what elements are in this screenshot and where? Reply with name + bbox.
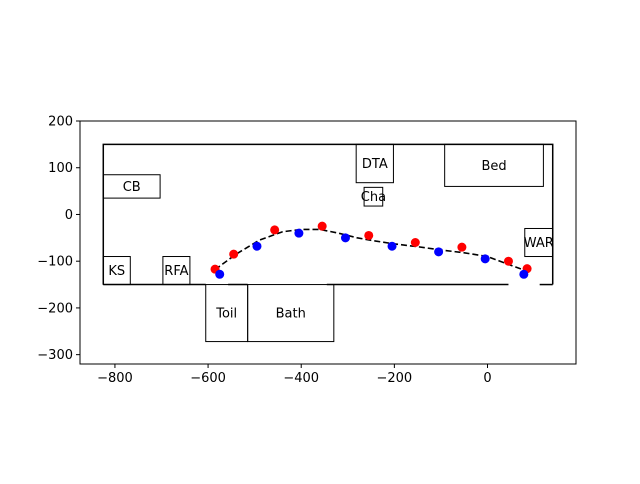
scatter-point — [434, 247, 444, 257]
room-label: CB — [123, 180, 141, 195]
room-box — [363, 186, 384, 207]
scatter-point — [340, 233, 350, 243]
scatter-point — [364, 230, 374, 240]
x-tick-label: −400 — [283, 371, 319, 386]
outline-boundary — [102, 143, 554, 285]
y-tick-label: −300 — [37, 348, 73, 363]
scatter-point — [519, 269, 529, 279]
scatter-point — [215, 269, 225, 279]
points-layer — [210, 221, 532, 279]
room-label: Bath — [276, 307, 306, 322]
room-label: Toil — [215, 307, 237, 322]
scatter-point — [410, 238, 420, 247]
scatter-point — [252, 241, 262, 251]
x-tick-label: 0 — [483, 371, 491, 386]
x-tick-label: −800 — [97, 371, 133, 386]
room-label: WAR — [524, 236, 554, 251]
x-tick-label: −200 — [377, 371, 413, 386]
y-tick-label: 0 — [65, 208, 73, 223]
y-tick-label: 100 — [48, 161, 73, 176]
scatter-point — [270, 225, 280, 235]
room-label: Cha — [361, 190, 386, 205]
path-curve — [214, 228, 528, 272]
room-box — [247, 284, 335, 343]
scatter-point — [480, 254, 490, 264]
scatter-point — [503, 256, 513, 266]
y-tick-label: −100 — [37, 255, 73, 270]
scatter-point — [294, 228, 304, 238]
scatter-point — [387, 241, 397, 251]
room-label: DTA — [362, 157, 388, 172]
y-tick-label: 200 — [48, 115, 73, 130]
scatter-point — [317, 221, 327, 231]
curve-layer — [214, 228, 528, 272]
room-layer: CB DTA Bed Cha WAR KS RFA Toil Bath — [102, 143, 554, 343]
axes-frame — [79, 120, 577, 365]
x-tick-label: −600 — [190, 371, 226, 386]
outline-layer — [102, 143, 554, 286]
scatter-point — [457, 242, 467, 252]
axes-layer: −800 −600 −400 −200 0 200 100 0 −100 −200 −300 — [37, 115, 577, 386]
room-label: Bed — [481, 159, 506, 174]
scatter-point — [229, 249, 239, 259]
room-label: RFA — [164, 264, 188, 279]
y-tick-label: −200 — [37, 301, 73, 316]
room-label: KS — [108, 264, 125, 279]
